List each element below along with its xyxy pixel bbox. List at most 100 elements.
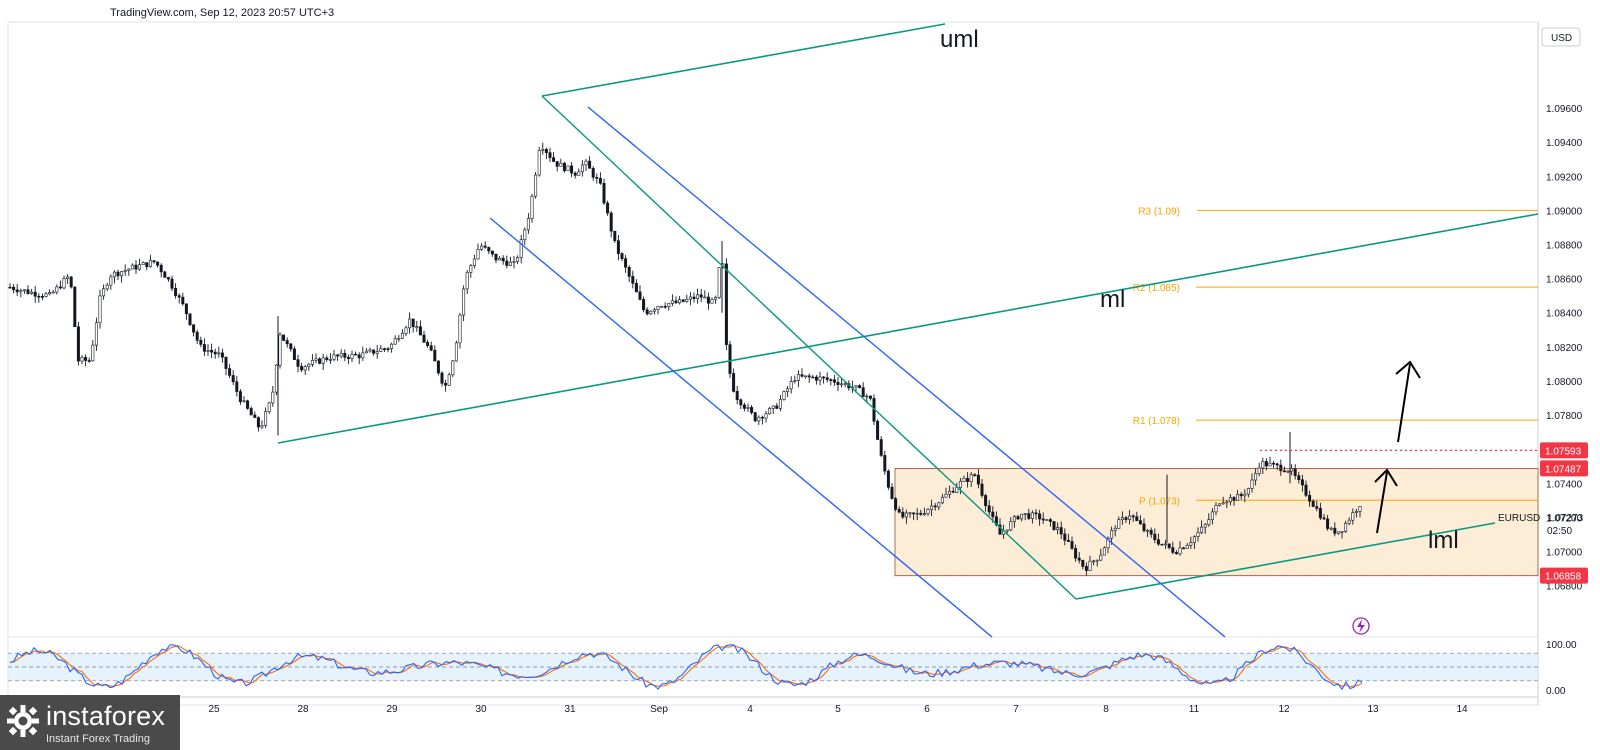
candle-body xyxy=(735,391,739,401)
candle-body xyxy=(368,349,372,352)
candle-body xyxy=(656,306,660,310)
pivot-label: R2 (1.085) xyxy=(1133,283,1180,294)
candle-body xyxy=(300,366,304,371)
price-tick-label: 1.07200 xyxy=(1546,513,1583,524)
candle-body xyxy=(984,495,988,507)
candle-body xyxy=(285,340,289,345)
price-tick-label: 1.08200 xyxy=(1546,343,1583,354)
candle-body xyxy=(1336,531,1340,534)
candle-body xyxy=(267,402,271,412)
candle-body xyxy=(339,352,343,357)
candle-body xyxy=(1016,516,1020,520)
candle-body xyxy=(638,291,642,300)
candle-body xyxy=(242,400,246,403)
price-axis: 1.09600 1.09400 1.09200 1.09000 1.08800 1.086… xyxy=(1546,104,1583,592)
candle-body xyxy=(58,286,62,289)
candle-body xyxy=(998,524,1002,535)
candle-body xyxy=(156,261,160,266)
candle-body xyxy=(487,247,491,252)
candle-body xyxy=(76,326,80,362)
candle-body xyxy=(980,483,984,496)
pivot-label: P (1.073) xyxy=(1139,496,1180,507)
candle-body xyxy=(976,474,980,485)
candle-body xyxy=(400,333,404,339)
candle-body xyxy=(832,379,836,383)
candle-body xyxy=(789,381,793,390)
candle-body xyxy=(1221,502,1225,505)
candle-body xyxy=(1192,536,1196,543)
candle-body xyxy=(1246,488,1250,495)
time-tick-label: 13 xyxy=(1367,704,1379,715)
candle-body xyxy=(357,354,361,359)
candle-body xyxy=(192,324,196,333)
candle-body xyxy=(663,305,667,308)
candle-body xyxy=(1340,531,1344,533)
candle-body xyxy=(210,349,214,353)
time-axis: 23242528293031Sep4567811121314 xyxy=(28,704,1468,715)
candle-body xyxy=(80,357,84,362)
candle-body xyxy=(1074,548,1078,559)
candle-body xyxy=(184,303,188,315)
currency-button[interactable] xyxy=(1541,27,1581,47)
candle-body xyxy=(764,413,768,419)
candle-body xyxy=(566,165,570,172)
candle-body xyxy=(256,417,260,428)
candle-body xyxy=(433,349,437,362)
candle-body xyxy=(793,380,797,382)
time-tick-label: 31 xyxy=(564,704,576,715)
up-arrow-icon xyxy=(1395,360,1421,443)
candle-body xyxy=(22,289,26,292)
candle-body xyxy=(440,372,444,384)
time-tick-label: 14 xyxy=(1456,704,1468,715)
candle-body xyxy=(667,303,671,307)
candle-body xyxy=(710,298,714,304)
time-tick-label: 4 xyxy=(747,704,753,715)
candle-body xyxy=(199,339,203,345)
candle-body xyxy=(91,344,95,362)
candle-body xyxy=(1228,497,1232,503)
candle-body xyxy=(332,354,336,360)
candle-body xyxy=(231,375,235,383)
candle-body xyxy=(1081,559,1085,567)
price-tag-label: 1.07593 xyxy=(1545,446,1582,457)
candle-body xyxy=(642,299,646,311)
candle-body xyxy=(620,253,624,259)
time-tick-label: 6 xyxy=(924,704,930,715)
candle-body xyxy=(562,162,566,172)
candle-body xyxy=(1300,479,1304,486)
candle-body xyxy=(573,172,577,176)
candle-body xyxy=(922,513,926,515)
candle-body xyxy=(609,212,613,232)
candle-body xyxy=(1243,493,1247,497)
time-tick-label: 25 xyxy=(208,704,220,715)
candle-body xyxy=(1318,508,1322,519)
candle-body xyxy=(350,353,354,359)
candle-body xyxy=(379,348,383,352)
candle-body xyxy=(854,385,858,388)
candle-body xyxy=(1344,522,1348,532)
candle-body xyxy=(105,284,109,290)
pitchfork-label-lml: lml xyxy=(1428,527,1459,554)
candle-body xyxy=(732,373,736,392)
candle-body xyxy=(598,178,602,184)
candle-body xyxy=(1138,520,1142,525)
candle-body xyxy=(919,512,923,515)
candle-body xyxy=(966,478,970,482)
candle-body xyxy=(541,149,545,151)
candle-body xyxy=(1059,527,1063,535)
candle-body xyxy=(1200,526,1204,533)
pitchfork-lower-line xyxy=(1075,522,1496,600)
candle-body xyxy=(202,344,206,352)
lightning-icon[interactable] xyxy=(1352,617,1370,635)
candle-body xyxy=(451,360,455,376)
candle-body xyxy=(714,297,718,300)
price-tick-label: 1.08800 xyxy=(1546,241,1583,252)
candle-body xyxy=(1088,560,1092,571)
candle-body xyxy=(469,265,473,273)
candle-body xyxy=(1160,543,1164,546)
candle-body xyxy=(30,291,34,294)
candle-body xyxy=(1232,497,1236,501)
candle-body xyxy=(127,268,131,271)
candle-body xyxy=(890,487,894,499)
